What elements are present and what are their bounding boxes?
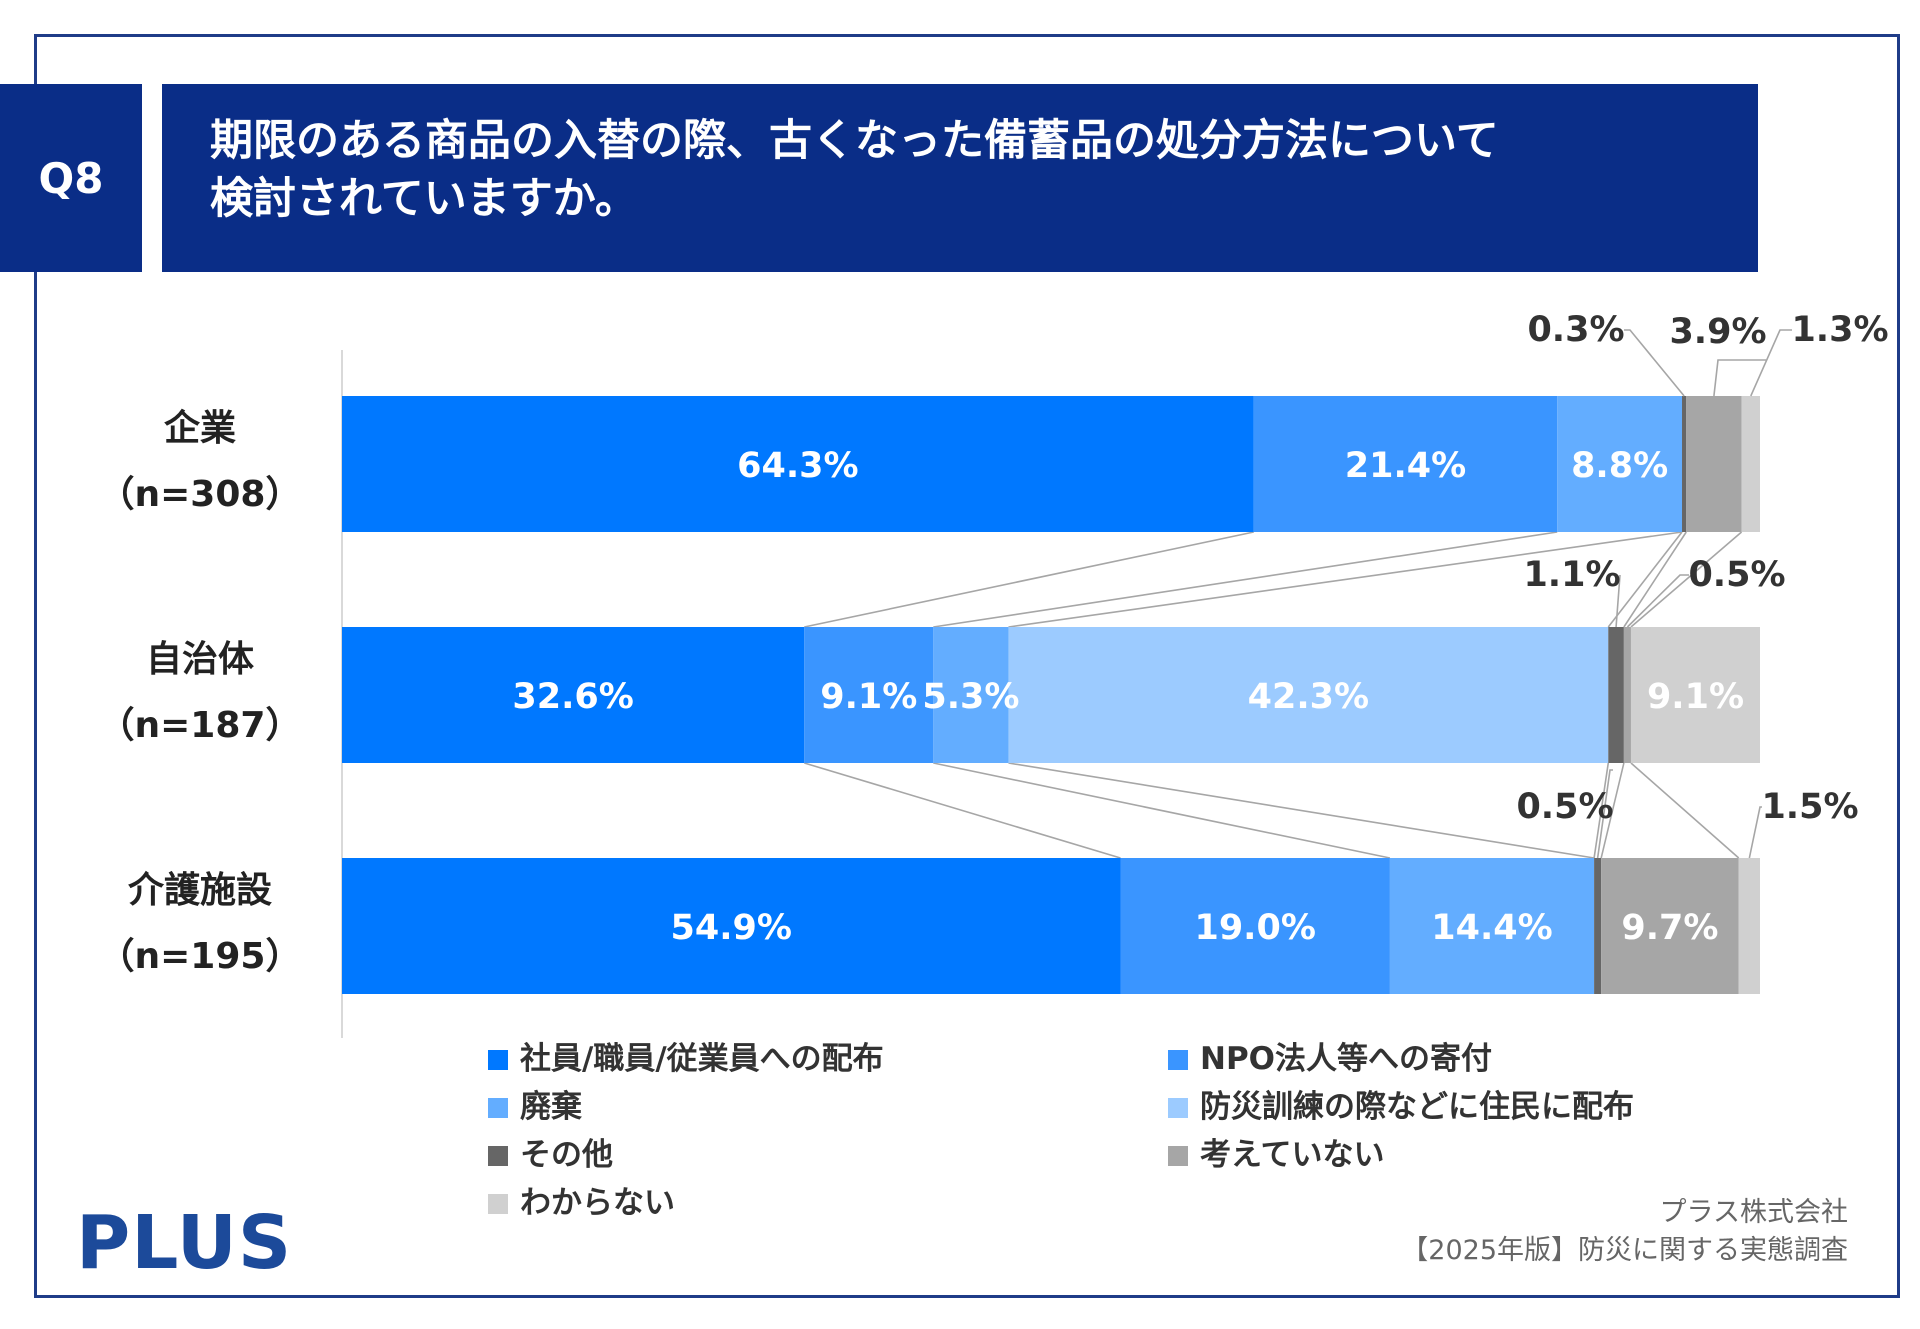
data-label: 64.3% — [737, 446, 858, 486]
data-label: 0.5% — [1688, 555, 1785, 595]
category-name: 介護施設 — [127, 870, 272, 911]
category-name: 企業 — [163, 408, 236, 449]
data-label: 21.4% — [1345, 446, 1466, 486]
data-label: 3.9% — [1669, 312, 1766, 352]
question-title: 期限のある商品の入替の際、古くなった備蓄品の処分方法について 検討されていますか… — [162, 84, 1758, 272]
leader-line — [1624, 329, 1685, 397]
legend-label: 防災訓練の際などに住民に配布 — [1200, 1089, 1634, 1125]
category-n: （n=308） — [98, 474, 302, 515]
bar-segment — [1738, 858, 1760, 994]
series-connector-line — [933, 762, 1391, 859]
bar-segment — [1120, 858, 1390, 994]
legend-swatch — [488, 1049, 508, 1070]
legend-label: 社員/職員/従業員への配布 — [520, 1041, 884, 1077]
data-label: 8.8% — [1571, 446, 1668, 486]
series-connector-line — [804, 762, 1121, 859]
data-label: 9.7% — [1621, 908, 1718, 948]
bar-segment — [1557, 396, 1683, 532]
bar-segment — [342, 627, 805, 763]
leader-line — [1596, 769, 1613, 859]
series-connector-line — [1607, 531, 1683, 628]
series-connector-line — [804, 531, 1254, 628]
bar-segment — [1594, 858, 1602, 994]
source-note: プラス株式会社 【2025年版】防災に関する実態調査 — [1401, 1194, 1848, 1270]
legend-item: 廃棄 — [488, 1086, 1168, 1129]
legend-item: NPO法人等への寄付 — [1168, 1038, 1688, 1081]
category-n: （n=195） — [98, 936, 302, 977]
series-connector-line — [1008, 762, 1595, 859]
legend-swatch — [488, 1145, 508, 1166]
category-n: （n=187） — [98, 705, 302, 746]
data-label: 14.4% — [1431, 908, 1552, 948]
legend-label: NPO法人等への寄付 — [1200, 1041, 1493, 1077]
chart-frame — [34, 34, 1900, 1298]
source-survey: 【2025年版】防災に関する実態調査 — [1401, 1235, 1848, 1266]
question-badge: Q8 — [0, 84, 142, 272]
title-line-1: 期限のある商品の入替の際、古くなった備蓄品の処分方法について — [210, 116, 1499, 166]
category-label-corporate: 企業 （n=308） — [70, 396, 330, 528]
bar-segment — [1253, 396, 1558, 532]
data-label: 9.1% — [820, 677, 917, 717]
data-label: 9.1% — [1647, 677, 1744, 717]
data-label: 54.9% — [671, 908, 792, 948]
category-name: 自治体 — [145, 639, 254, 680]
bar-segment — [1686, 396, 1742, 532]
bar-segment — [342, 858, 1121, 994]
data-label: 1.1% — [1523, 555, 1620, 595]
legend: 社員/職員/従業員への配布 NPO法人等への寄付 廃棄 防災訓練の際などに住民に… — [488, 1038, 1688, 1225]
legend-swatch — [1168, 1145, 1188, 1166]
legend-item: 社員/職員/従業員への配布 — [488, 1038, 1168, 1081]
legend-item: 防災訓練の際などに住民に配布 — [1168, 1086, 1688, 1129]
data-label: 32.6% — [512, 677, 633, 717]
legend-swatch — [1168, 1049, 1188, 1070]
legend-item: わからない — [488, 1182, 1168, 1225]
series-connector-line — [1623, 531, 1687, 628]
legend-label: 考えていない — [1200, 1137, 1385, 1173]
category-label-municipality: 自治体 （n=187） — [70, 627, 330, 759]
leader-line — [1626, 574, 1689, 628]
data-label: 19.0% — [1194, 908, 1315, 948]
series-connector-line — [1630, 762, 1740, 859]
data-label: 1.5% — [1761, 787, 1858, 827]
series-connector-line — [1008, 531, 1683, 628]
leader-line — [1713, 359, 1766, 397]
legend-item: 考えていない — [1168, 1134, 1688, 1177]
series-connector-line — [1600, 762, 1625, 859]
legend-label: 廃棄 — [520, 1089, 582, 1125]
legend-swatch — [488, 1193, 508, 1214]
leader-line — [1750, 329, 1792, 397]
plus-logo: PLUS — [76, 1200, 293, 1286]
series-connector-line — [1593, 762, 1610, 859]
category-label-care-facility: 介護施設 （n=195） — [70, 858, 330, 990]
title-line-2: 検討されていますか。 — [210, 174, 638, 224]
data-label: 5.3% — [922, 677, 1019, 717]
bar-segment — [933, 627, 1009, 763]
bar-segment — [804, 627, 934, 763]
bar-segment — [1682, 396, 1687, 532]
data-label: 0.5% — [1516, 787, 1613, 827]
series-connector-line — [1630, 531, 1743, 628]
leader-line — [1615, 574, 1621, 628]
bar-segment — [1630, 627, 1760, 763]
legend-swatch — [488, 1097, 508, 1118]
leader-line — [1748, 806, 1762, 859]
source-company: プラス株式会社 — [1659, 1197, 1848, 1228]
legend-item: その他 — [488, 1134, 1168, 1177]
data-label: 42.3% — [1248, 677, 1369, 717]
bar-segment — [342, 396, 1254, 532]
bar-segment — [1601, 858, 1739, 994]
bar-segment — [1741, 396, 1760, 532]
series-connector-line — [933, 531, 1558, 628]
bar-segment — [1008, 627, 1609, 763]
data-label: 1.3% — [1791, 310, 1888, 350]
data-label: 0.3% — [1527, 310, 1624, 350]
legend-label: その他 — [520, 1137, 613, 1173]
bar-segment — [1389, 858, 1595, 994]
legend-swatch — [1168, 1097, 1188, 1118]
bar-segment — [1608, 627, 1624, 763]
legend-label: わからない — [520, 1185, 675, 1221]
bar-segment — [1623, 627, 1631, 763]
